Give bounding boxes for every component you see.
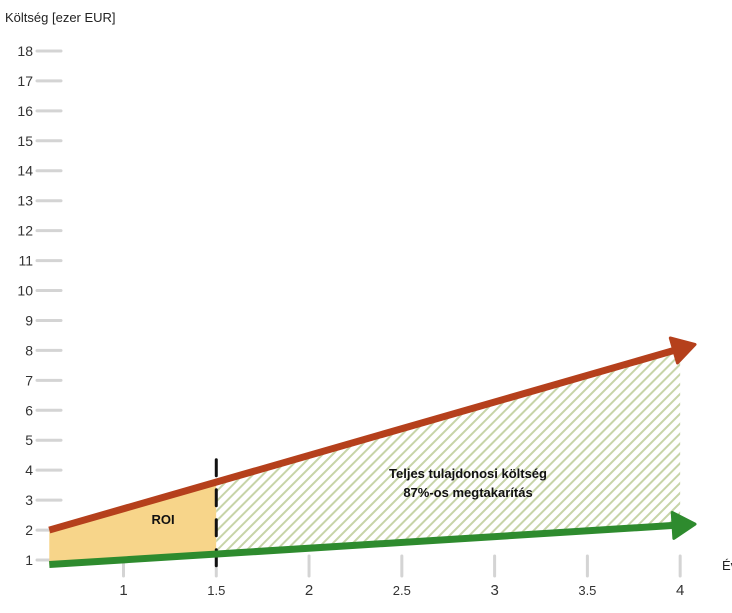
- y-tick-label: 1: [25, 552, 33, 568]
- x-tick-label: 3: [490, 582, 498, 599]
- total-cost-line: [48, 345, 682, 534]
- axis-ticks: [35, 49, 682, 578]
- y-tick-label: 16: [17, 103, 33, 119]
- total-cost-arrowhead: [668, 336, 697, 365]
- y-tick-label: 15: [17, 133, 33, 149]
- x-tick-label: 2: [305, 582, 313, 599]
- roi-region: [49, 482, 217, 565]
- area-fills: [49, 348, 681, 565]
- y-tick-label: 4: [25, 462, 33, 478]
- y-tick-label: 11: [18, 253, 33, 269]
- y-tick-label: 7: [25, 372, 33, 388]
- y-axis-title: Költség [ezer EUR]: [5, 10, 116, 25]
- new-cost-line: [49, 521, 680, 568]
- x-tick-label: 3.5: [578, 583, 596, 598]
- y-tick-label: 2: [25, 522, 33, 538]
- x-tick-label: 4: [676, 582, 684, 599]
- y-tick-label: 13: [17, 193, 33, 209]
- new-cost-arrowhead: [670, 510, 697, 540]
- y-tick-label: 18: [17, 43, 33, 59]
- y-tick-label: 5: [25, 432, 33, 448]
- y-tick-label: 3: [25, 492, 33, 508]
- x-tick-label: 1: [119, 582, 127, 599]
- savings-region: [216, 348, 681, 555]
- y-tick-label: 12: [17, 223, 33, 239]
- y-tick-label: 8: [25, 342, 33, 358]
- y-tick-label: 17: [17, 73, 33, 89]
- cost-lines: [48, 336, 697, 568]
- y-tick-label: 9: [25, 312, 33, 328]
- y-tick-label: 6: [25, 402, 33, 418]
- x-axis-title: Év: [722, 558, 732, 573]
- y-tick-label: 14: [17, 163, 33, 179]
- tco-label-line-2: 87%-os megtakarítás: [403, 485, 532, 500]
- x-tick-label: 2.5: [393, 583, 411, 598]
- y-tick-label: 10: [17, 283, 33, 299]
- x-tick-label: 1.5: [207, 583, 225, 598]
- tco-label-line-1: Teljes tulajdonosi költség: [389, 466, 547, 481]
- roi-label: ROI: [151, 512, 174, 527]
